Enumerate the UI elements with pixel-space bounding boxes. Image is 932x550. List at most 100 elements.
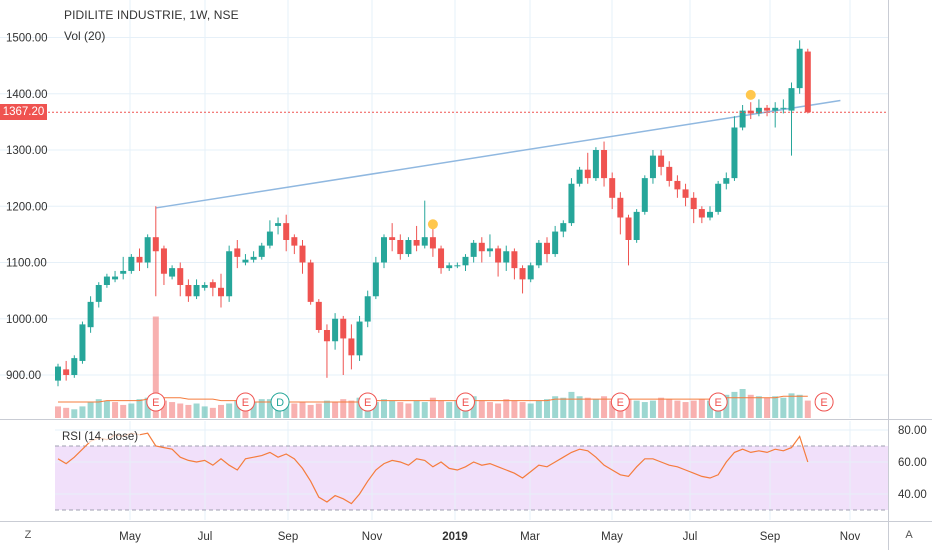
candle (372, 256, 379, 300)
timezone-button[interactable]: Z (24, 529, 32, 541)
candle (446, 262, 453, 271)
candle-body (185, 285, 192, 297)
volume-bar (250, 402, 257, 418)
volume-bar (356, 397, 363, 418)
volume-bar (209, 407, 216, 418)
candle-body (438, 248, 445, 269)
volume-bar (103, 400, 110, 418)
volume-bar (381, 399, 387, 418)
candle-body (731, 127, 738, 179)
time-tick-label: Mar (520, 531, 540, 543)
volume-bar (438, 400, 445, 418)
candle-body (356, 321, 363, 356)
candle-body (307, 262, 314, 302)
time-tick-label: Sep (760, 531, 780, 543)
volume-bar (185, 404, 192, 418)
candle (470, 240, 477, 263)
candle (454, 262, 461, 269)
candle-body (340, 318, 347, 339)
candle (120, 256, 127, 280)
candle-body (413, 240, 420, 246)
candle-body (560, 223, 567, 232)
trend-line (155, 99, 841, 209)
earnings-marker: E (235, 392, 255, 412)
chart-title: PIDILITE INDUSTRIE, 1W, NSE (64, 8, 239, 22)
volume-bar (87, 402, 94, 418)
volume-bar (495, 403, 502, 418)
volume-bar (258, 399, 265, 418)
earnings-marker: E (358, 392, 378, 412)
candle-body (478, 242, 485, 252)
candle (682, 183, 689, 207)
candle (258, 242, 265, 260)
candle (552, 225, 559, 257)
volume-bar (666, 399, 673, 418)
volume-bar (112, 402, 119, 418)
auto-scale-button[interactable]: A (905, 529, 913, 541)
rsi-tick-label: 40.00 (898, 489, 927, 501)
candle (788, 82, 795, 156)
candle-body (120, 270, 127, 274)
candle (364, 290, 371, 328)
earnings-letter: E (152, 397, 159, 409)
candle-body (71, 358, 78, 375)
candle (128, 254, 135, 274)
candle-body (764, 107, 771, 111)
volume-legend: Vol (20) (64, 29, 106, 43)
candle-body (601, 150, 608, 179)
earnings-marker: E (610, 392, 630, 412)
candle (283, 214, 290, 252)
candle (796, 40, 803, 94)
volume-bar (527, 403, 534, 418)
rsi-tick-label: 80.00 (898, 425, 927, 437)
candle-body (649, 155, 656, 179)
earnings-letter: E (364, 397, 371, 409)
earnings-letter: E (820, 397, 827, 409)
candle-body (128, 256, 135, 271)
candle (715, 180, 722, 215)
candle (169, 265, 176, 280)
candle (160, 245, 167, 285)
dividend-circle (270, 392, 290, 412)
volume-bar (682, 402, 689, 418)
candle (95, 282, 102, 308)
candle (103, 273, 110, 288)
volume-bar (79, 406, 86, 418)
volume-bar (560, 397, 567, 418)
candle (242, 254, 249, 266)
time-tick-label: Nov (362, 531, 383, 543)
time-tick-label: May (119, 531, 141, 543)
earnings-circle (708, 392, 728, 412)
candle-body (772, 107, 779, 111)
candle-body (527, 265, 534, 280)
price-tick-label: 900.00 (6, 370, 41, 382)
volume-bar (71, 409, 78, 418)
volume-bar (152, 316, 159, 418)
earnings-circle (456, 392, 475, 412)
candle-body (364, 296, 371, 322)
candle (87, 296, 94, 333)
volume-bar (544, 399, 550, 418)
candle-body (495, 248, 502, 263)
candle-body (552, 231, 559, 255)
volume-bar (315, 403, 322, 418)
candle (723, 172, 730, 190)
volume-bar (413, 400, 420, 418)
volume-bar (649, 400, 656, 418)
candle (764, 105, 771, 117)
candle (421, 200, 428, 249)
candle-body (674, 180, 681, 190)
rsi-band (55, 446, 888, 510)
candle (739, 105, 746, 131)
earnings-circle (235, 392, 255, 412)
candle (152, 206, 159, 297)
volume-bar (128, 403, 135, 418)
candle (625, 214, 632, 266)
candle (503, 245, 510, 271)
candle-body (242, 259, 249, 263)
volume-bar (503, 399, 510, 418)
price-tick-label: 1100.00 (6, 258, 47, 270)
price-tick-label: 1500.00 (6, 33, 48, 45)
candle (79, 321, 86, 364)
candle (804, 48, 811, 114)
